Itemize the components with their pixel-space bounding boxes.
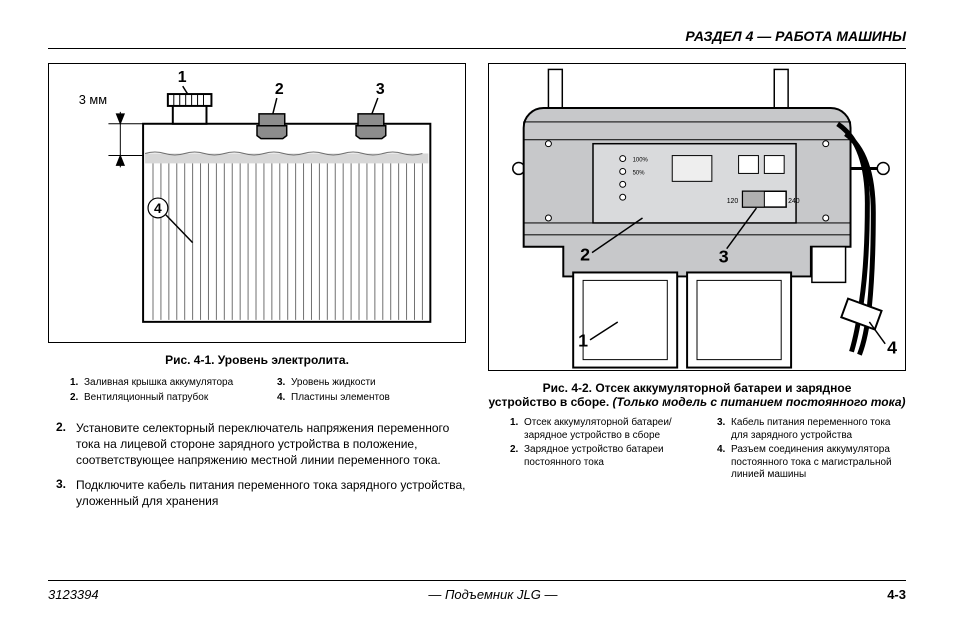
callout-2: 2 [580,245,590,265]
svg-text:100%: 100% [633,158,649,164]
footer-center-text: — Подъемник JLG — [428,587,557,602]
charger-diagram: 100% 50% 120 240 [489,64,905,370]
callout-1: 1 [578,331,588,351]
callout-3: 3 [719,247,729,267]
figure-4-2: 100% 50% 120 240 [488,63,906,371]
figure-4-1: 3 мм 1 2 3 4 [48,63,466,343]
instruction-list: 2. Установите селекторный переключатель … [56,420,466,509]
legend-item: 2. Вентиляционный патрубок [70,392,247,405]
left-column: 3 мм 1 2 3 4 Рис. 4-1. Уровень электроли… [48,63,466,517]
battery-diagram: 3 мм 1 2 3 4 [49,64,465,342]
figure-4-1-caption: Рис. 4-1. Уровень электролита. [48,353,466,367]
callout-1: 1 [178,69,187,86]
manual-page: РАЗДЕЛ 4 — РАБОТА МАШИНЫ [0,0,954,618]
section-header: РАЗДЕЛ 4 — РАБОТА МАШИНЫ [48,28,906,49]
figure-4-2-caption: Рис. 4-2. Отсек аккумуляторной батареи и… [488,381,906,409]
callout-2: 2 [275,81,284,98]
voltage-120-label: 120 [727,198,739,205]
page-number: 4-3 [887,587,906,602]
instruction-item: 3. Подключите кабель питания переменного… [56,477,466,509]
svg-text:50%: 50% [633,170,646,176]
legend-item: 2. Зарядное устройство батареи постоянно… [510,444,687,469]
page-footer: 3123394 — Подъемник JLG — 4-3 [48,580,906,602]
legend-item: 3. Кабель питания переменного тока для з… [717,417,894,442]
callout-3: 3 [376,81,385,98]
legend-item: 1. Отсек аккумуляторной батареи/зарядное… [510,417,687,442]
instruction-item: 2. Установите селекторный переключатель … [56,420,466,469]
voltage-240-label: 240 [788,198,800,205]
legend-item: 1. Заливная крышка аккумулятора [70,377,247,390]
legend-item: 4. Разъем соединения аккумулятора постоя… [717,444,894,482]
dim-label: 3 мм [79,92,107,107]
legend-item: 4. Пластины элементов [277,392,454,405]
callout-4: 4 [154,200,162,216]
right-column: 100% 50% 120 240 [488,63,906,517]
doc-number: 3123394 [48,587,99,602]
legend-item: 3. Уровень жидкости [277,377,454,390]
callout-4: 4 [887,338,897,358]
figure-4-2-legend: 1. Отсек аккумуляторной батареи/зарядное… [510,417,894,484]
figure-4-1-legend: 1. Заливная крышка аккумулятора 2. Венти… [70,377,454,406]
two-column-layout: 3 мм 1 2 3 4 Рис. 4-1. Уровень электроли… [48,63,906,517]
figure-4-2-note: (Только модель с питанием постоянного то… [613,395,906,409]
